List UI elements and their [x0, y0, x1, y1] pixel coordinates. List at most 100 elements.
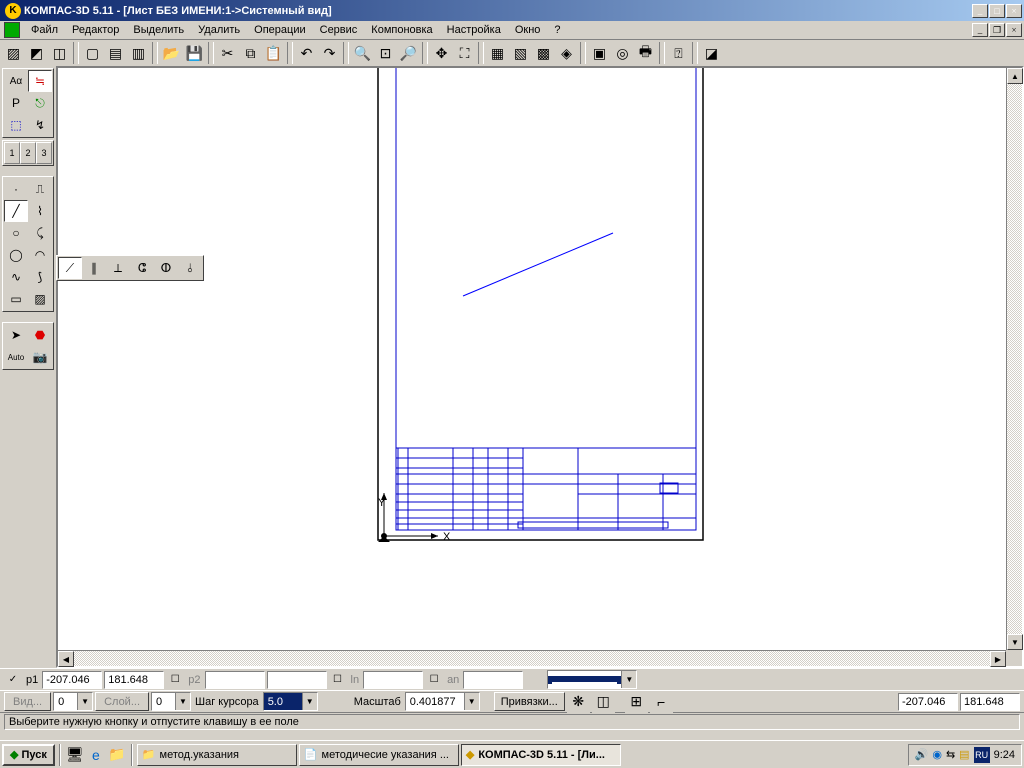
print-icon[interactable]: 🖶: [634, 42, 657, 64]
scrollbar-horizontal[interactable]: ◀ ▶: [58, 650, 1006, 666]
new-sheet-icon[interactable]: ▢: [81, 42, 104, 64]
redo-icon[interactable]: ↷: [318, 42, 341, 64]
menu-service[interactable]: Сервис: [313, 22, 365, 38]
tool-b-icon[interactable]: ▧: [509, 42, 532, 64]
tool-d-icon[interactable]: ◈: [555, 42, 578, 64]
menu-operations[interactable]: Операции: [247, 22, 312, 38]
bezier-icon[interactable]: ⟆: [28, 266, 52, 288]
polyline-icon[interactable]: ⎍: [28, 178, 52, 200]
tray-net-icon[interactable]: ◉: [932, 748, 942, 761]
mdi-close[interactable]: ×: [1006, 23, 1022, 37]
tray-a-icon[interactable]: ⇆: [946, 748, 955, 761]
copy-icon[interactable]: ⧉: [239, 42, 262, 64]
view-button[interactable]: Вид...: [4, 692, 51, 711]
canvas[interactable]: Y X ▲ ▼ ◀ ▶: [56, 66, 1024, 668]
open-icon[interactable]: 📂: [160, 42, 183, 64]
camera-icon[interactable]: 📷: [28, 346, 52, 368]
menu-select[interactable]: Выделить: [126, 22, 191, 38]
lang-indicator[interactable]: RU: [974, 747, 990, 763]
flyout-tangent2-icon[interactable]: ⵀ: [154, 257, 178, 279]
chain-icon[interactable]: ⌇: [28, 200, 52, 222]
flyout-bisect-icon[interactable]: ⫰: [178, 257, 202, 279]
menu-delete[interactable]: Удалить: [191, 22, 247, 38]
menu-edit[interactable]: Редактор: [65, 22, 126, 38]
tool-c-icon[interactable]: ▩: [532, 42, 555, 64]
zoom-fit-icon[interactable]: ⛶: [453, 42, 476, 64]
save-icon[interactable]: 💾: [183, 42, 206, 64]
paste-icon[interactable]: 📋: [262, 42, 285, 64]
undo-icon[interactable]: ↶: [295, 42, 318, 64]
zoom-window-icon[interactable]: ⊡: [374, 42, 397, 64]
p2y-field[interactable]: [267, 671, 327, 689]
grid-icon[interactable]: ⊞: [625, 691, 648, 713]
cursor-step-combo[interactable]: 5.0▼: [263, 692, 318, 711]
layer-button[interactable]: Слой...: [95, 692, 149, 711]
scale-combo[interactable]: 0.401877▼: [405, 692, 480, 711]
lock-an-icon[interactable]: ☐: [425, 671, 443, 689]
tray-b-icon[interactable]: ▤: [959, 748, 969, 761]
layer-3[interactable]: 3: [36, 142, 52, 164]
arc-line-icon[interactable]: ⤹: [28, 222, 52, 244]
zoom-out-icon[interactable]: 🔎: [397, 42, 420, 64]
lock-ln-icon[interactable]: ☐: [329, 671, 347, 689]
tool-a-icon[interactable]: ▦: [486, 42, 509, 64]
lock-p2-icon[interactable]: ☐: [166, 671, 184, 689]
layer-2[interactable]: 2: [20, 142, 36, 164]
p2x-field[interactable]: [205, 671, 265, 689]
layer-combo[interactable]: 0▼: [151, 692, 191, 711]
stop-icon[interactable]: ⬣: [28, 324, 52, 346]
rect-icon[interactable]: ▭: [4, 288, 28, 310]
menu-layout[interactable]: Компоновка: [364, 22, 439, 38]
ql-explorer-icon[interactable]: 📁: [107, 745, 127, 765]
mdi-icon[interactable]: [4, 22, 20, 38]
snap-b-icon[interactable]: ◫: [592, 691, 615, 713]
p1x-field[interactable]: -207.046: [42, 671, 102, 689]
tray-vol-icon[interactable]: 🔊: [915, 748, 929, 761]
view-combo[interactable]: 0▼: [53, 692, 93, 711]
help-context-icon[interactable]: ⍰: [667, 42, 690, 64]
new-3d-icon[interactable]: ◩: [25, 42, 48, 64]
circle-icon[interactable]: ○: [4, 222, 28, 244]
tool-f-icon[interactable]: ◎: [611, 42, 634, 64]
close-button[interactable]: ×: [1006, 4, 1022, 18]
mode-a-icon[interactable]: Aα: [4, 70, 28, 92]
mode-d-icon[interactable]: ⎋: [28, 92, 52, 114]
minimize-button[interactable]: _: [972, 4, 988, 18]
ln-field[interactable]: [363, 671, 423, 689]
task-1[interactable]: 📁метод.указания: [137, 744, 297, 766]
mode-e-icon[interactable]: ⬚: [4, 114, 28, 136]
tool-e-icon[interactable]: ▣: [588, 42, 611, 64]
line-icon[interactable]: ╱: [4, 200, 28, 222]
menu-settings[interactable]: Настройка: [440, 22, 508, 38]
new-doc-icon[interactable]: ▨: [2, 42, 25, 64]
ql-desktop-icon[interactable]: 🖥: [65, 745, 85, 765]
layer-1[interactable]: 1: [4, 142, 20, 164]
mode-b-icon[interactable]: ≒: [28, 70, 52, 92]
pan-icon[interactable]: ✥: [430, 42, 453, 64]
scrollbar-vertical[interactable]: ▲ ▼: [1006, 68, 1022, 650]
an-field[interactable]: [463, 671, 523, 689]
arrow-icon[interactable]: ➤: [4, 324, 28, 346]
task-2[interactable]: 📄методичесие указания ...: [299, 744, 459, 766]
flyout-line-icon[interactable]: ⟋: [58, 257, 82, 279]
snap-a-icon[interactable]: ❋: [567, 691, 590, 713]
new-text-icon[interactable]: ▥: [127, 42, 150, 64]
menu-file[interactable]: Файл: [24, 22, 65, 38]
spline-icon[interactable]: ∿: [4, 266, 28, 288]
auto-icon[interactable]: Auto: [4, 346, 28, 368]
snap-button[interactable]: Привязки...: [494, 692, 565, 711]
menu-window[interactable]: Окно: [508, 22, 548, 38]
ellipse-icon[interactable]: ◯: [4, 244, 28, 266]
zoom-in-icon[interactable]: 🔍: [351, 42, 374, 64]
task-3[interactable]: ◆КОМПАС-3D 5.11 - [Ли...: [461, 744, 621, 766]
lock-p1-icon[interactable]: ✓: [4, 671, 22, 689]
p1y-field[interactable]: 181.648: [104, 671, 164, 689]
flyout-parallel-icon[interactable]: ∥: [82, 257, 106, 279]
flyout-tangent-icon[interactable]: ⵛ: [130, 257, 154, 279]
menu-help[interactable]: ?: [547, 22, 567, 38]
mode-f-icon[interactable]: ↯: [28, 114, 52, 136]
maximize-button[interactable]: □: [989, 4, 1005, 18]
arc-icon[interactable]: ◠: [28, 244, 52, 266]
mdi-restore[interactable]: ❐: [989, 23, 1005, 37]
new-fragment-icon[interactable]: ▤: [104, 42, 127, 64]
